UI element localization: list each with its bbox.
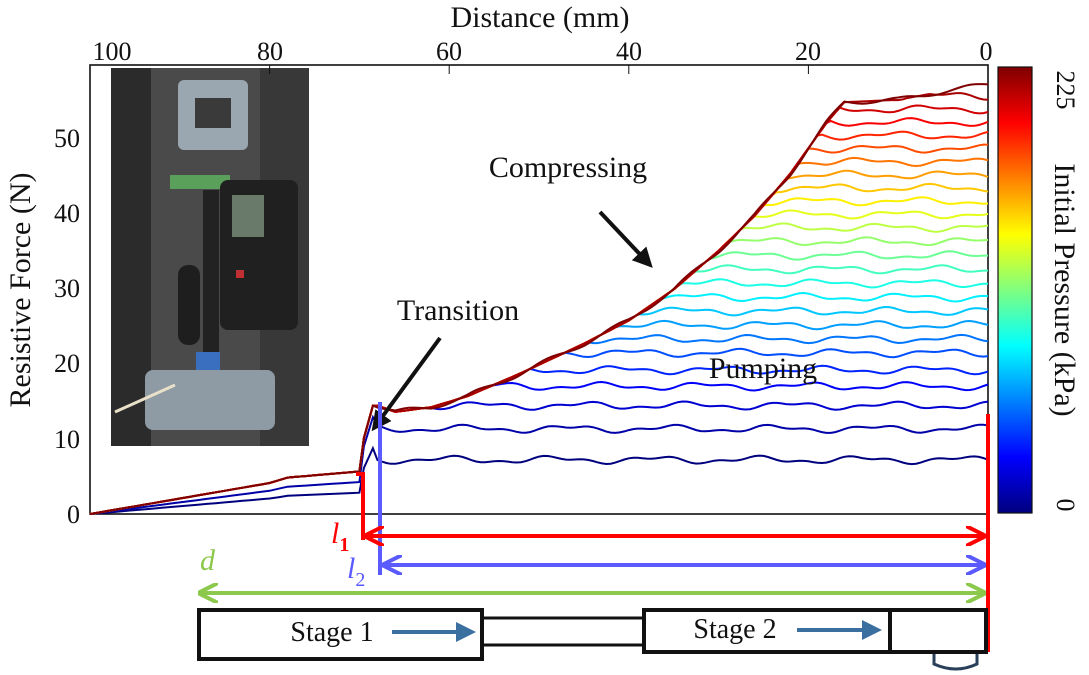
colorbar	[997, 66, 1033, 514]
d-label: d	[200, 544, 216, 577]
y-tick-10: 10	[54, 425, 80, 454]
stage-2-label: Stage 2	[693, 614, 776, 645]
l1-start-marker	[356, 472, 365, 540]
force-curve	[89, 83, 989, 515]
x-tick-0: 0	[980, 37, 993, 66]
x-tick-20: 20	[795, 37, 821, 66]
stage-1-label: Stage 1	[290, 617, 373, 648]
l1-label: l1	[331, 517, 349, 556]
y-tick-0: 0	[67, 500, 80, 529]
transition-arrow	[371, 336, 442, 432]
x-tick-100: 100	[93, 37, 132, 66]
x-axis-ticks: 100 80 60 40 20 0	[89, 37, 993, 74]
y-axis-ticks: 0 10 20 30 40 50	[54, 124, 80, 529]
y-tick-30: 30	[54, 274, 80, 303]
colorbar-label: Initial Pressure (kPa)	[1048, 163, 1081, 416]
annotation-transition: Transition	[397, 294, 519, 327]
x-tick-40: 40	[616, 37, 642, 66]
x-tick-60: 60	[436, 37, 462, 66]
annotation-pumping: Pumping	[709, 352, 817, 385]
force-curve	[89, 414, 989, 515]
y-tick-50: 50	[54, 124, 80, 153]
force-curve	[89, 445, 989, 515]
plot-frame	[89, 64, 989, 515]
l2-label: l2	[347, 552, 365, 591]
force-curves	[89, 83, 989, 515]
compressing-arrow	[598, 210, 653, 268]
colorbar-min-label: 0	[1051, 499, 1080, 512]
y-tick-20: 20	[54, 349, 80, 378]
annotation-compressing: Compressing	[489, 151, 647, 184]
y-axis-label: Resistive Force (N)	[4, 173, 37, 408]
colorbar-max-label: 225	[1051, 71, 1080, 110]
stage-schematic: Stage 1 Stage 2	[197, 608, 988, 671]
test-machine-photo	[111, 68, 309, 446]
x-tick-80: 80	[257, 37, 283, 66]
y-tick-40: 40	[54, 199, 80, 228]
x-axis-label: Distance (mm)	[450, 1, 629, 34]
